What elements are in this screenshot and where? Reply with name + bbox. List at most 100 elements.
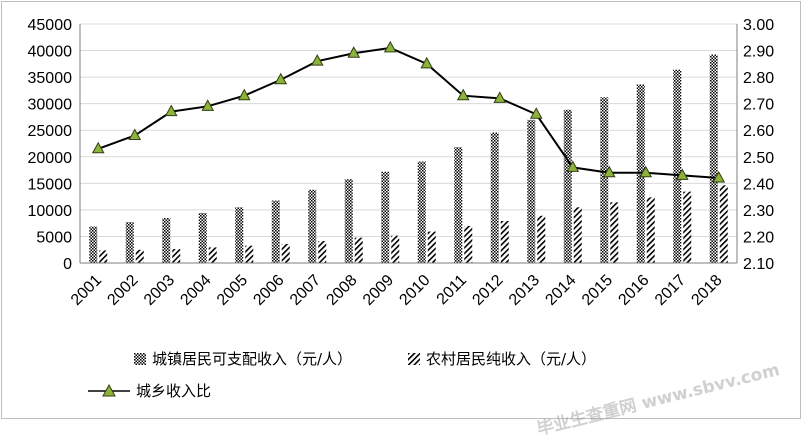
bar-urban: [89, 226, 98, 263]
legend-item-ratio: 城乡收入比: [88, 380, 211, 401]
y-left-tick-label: 5000: [36, 229, 72, 246]
bar-rural: [573, 207, 582, 263]
x-tick-label: 2015: [579, 272, 616, 309]
x-tick-label: 2004: [177, 272, 214, 309]
y-right-tick-label: 2.80: [743, 70, 774, 87]
legend-label-urban: 城镇居民可支配收入（元/人）: [152, 350, 353, 368]
ratio-marker: [128, 128, 142, 141]
x-tick-label: 2007: [287, 272, 324, 309]
legend-label-ratio: 城乡收入比: [136, 382, 212, 400]
bar-rural: [500, 220, 509, 263]
bar-rural: [391, 235, 400, 263]
bar-rural: [719, 185, 728, 263]
x-tick-label: 2005: [214, 272, 251, 309]
y-right-tick-label: 2.40: [743, 176, 774, 193]
x-tick-label: 2001: [68, 272, 105, 309]
ratio-marker: [456, 88, 470, 101]
bar-urban: [125, 222, 134, 263]
legend-label-rural: 农村居民纯收入（元/人）: [426, 350, 597, 368]
ratio-marker: [274, 72, 288, 85]
ratio-marker: [566, 160, 580, 172]
bar-rural: [683, 191, 692, 263]
bar-rural: [464, 225, 473, 263]
bar-urban: [271, 200, 280, 263]
chart-plot: 0 5000 10000 15000 20000 25000 30000 35000 40000…: [28, 17, 775, 309]
bar-urban: [673, 69, 682, 263]
bar-urban: [454, 147, 463, 263]
ratio-marker: [420, 56, 434, 69]
x-tick-label: 2011: [434, 272, 470, 308]
legend-item-urban: 城镇居民可支配收入（元/人）: [134, 348, 352, 369]
y-right-tick-label: 2.30: [743, 203, 774, 220]
ratio-line: [91, 40, 726, 183]
bar-rural: [537, 215, 546, 263]
legend-swatch-urban: [134, 352, 146, 365]
bar-rural: [646, 197, 655, 263]
bar-urban: [563, 109, 572, 264]
bar-rural: [354, 237, 363, 263]
x-tick-label: 2017: [652, 272, 689, 309]
bar-urban: [162, 218, 171, 263]
legend-swatch-ratio: [88, 383, 130, 396]
bar-urban: [527, 119, 536, 264]
ratio-marker: [493, 91, 507, 103]
ratio-line-path: [97, 46, 719, 180]
ratio-marker: [675, 168, 689, 180]
bar-rural: [99, 250, 108, 263]
bars: [89, 54, 728, 264]
bar-urban: [235, 207, 244, 263]
y-left-tick-label: 45000: [28, 17, 73, 34]
ratio-marker: [310, 54, 324, 66]
bar-urban: [308, 189, 317, 263]
y-left-tick-label: 35000: [28, 70, 73, 87]
x-tick-label: 2012: [469, 272, 506, 309]
ratio-marker: [529, 107, 543, 119]
y-right-tick-label: 2.60: [743, 123, 774, 140]
bar-rural: [427, 231, 436, 263]
bar-urban: [198, 212, 207, 263]
ratio-marker: [602, 165, 616, 178]
y-right-tick-label: 2.70: [743, 97, 774, 114]
y-right-tick-label: 3.00: [743, 17, 774, 34]
bar-urban: [636, 84, 645, 263]
x-tick-label: 2010: [396, 272, 433, 309]
y-left-tick-label: 0: [63, 256, 72, 273]
x-tick-label: 2002: [104, 272, 141, 309]
y-left-tick-label: 40000: [28, 44, 73, 61]
bar-rural: [245, 245, 254, 263]
ratio-marker: [201, 99, 215, 111]
axes: 0 5000 10000 15000 20000 25000 30000 35000 40000…: [28, 17, 775, 309]
legend-item-rural: 农村居民纯收入（元/人）: [408, 348, 596, 369]
y-right-tick-label: 2.50: [743, 150, 774, 167]
ratio-marker: [347, 46, 361, 58]
x-tick-label: 2008: [323, 272, 360, 309]
y-right-tick-label: 2.10: [743, 256, 774, 273]
y-right-tick-label: 2.90: [743, 44, 774, 61]
bar-urban: [709, 54, 718, 264]
bar-rural: [610, 202, 619, 263]
x-tick-label: 2006: [250, 272, 287, 309]
y-left-tick-label: 10000: [28, 203, 73, 220]
bar-rural: [318, 241, 327, 263]
bar-urban: [417, 161, 426, 263]
y-left-tick-label: 15000: [28, 176, 73, 193]
bar-urban: [600, 97, 609, 263]
ratio-marker: [237, 88, 251, 101]
ratio-marker: [383, 40, 397, 53]
bar-rural: [172, 249, 181, 263]
bar-rural: [281, 243, 290, 263]
ratio-marker: [91, 141, 105, 154]
bar-urban: [344, 179, 353, 263]
y-left-tick-label: 30000: [28, 97, 73, 114]
ratio-marker: [712, 170, 726, 183]
x-tick-label: 2003: [141, 272, 178, 309]
ratio-marker: [639, 165, 653, 178]
x-tick-label: 2018: [688, 272, 725, 309]
y-right-tick-label: 2.20: [743, 229, 774, 246]
bar-rural: [208, 247, 217, 263]
legend-swatch-rural: [408, 352, 420, 365]
x-tick-label: 2009: [360, 272, 397, 309]
bar-rural: [135, 249, 144, 263]
x-tick-label: 2014: [542, 272, 579, 309]
